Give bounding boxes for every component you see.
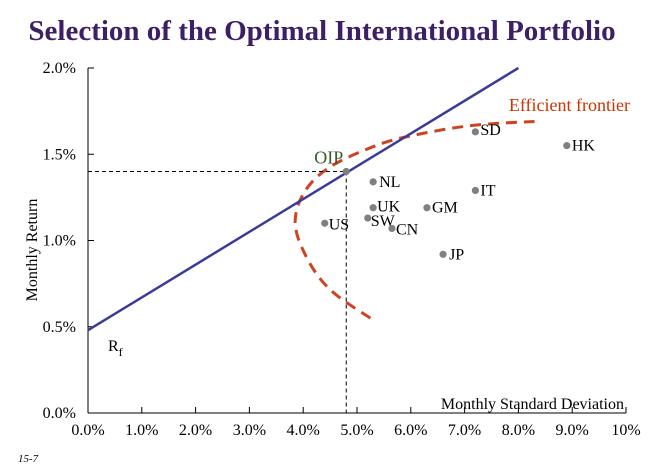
point-label-sd: SD [480,122,500,139]
point-cn [388,224,396,233]
y-tick-label: 0.0% [43,405,76,422]
point-label-jp: JP [449,246,464,263]
x-tick-label: 7.0% [448,422,481,439]
axes: 0.0% 1.0% 2.0% 3.0% 4.0% 5.0% 6.0% 7.0% 8.0% 9.0%… [43,60,641,439]
point-nl [369,178,377,186]
x-tick-label: 4.0% [287,422,320,439]
point-label-us: US [329,216,349,233]
point-it [471,186,479,195]
point-label-uk: UK [377,199,401,216]
point-hk [563,142,571,150]
point-sw [364,214,372,222]
x-tick-label: 1.0% [125,422,158,439]
point-oip [342,167,350,176]
x-tick-label: 8.0% [502,422,535,439]
y-tick-label: 2.0% [43,60,76,77]
point-label-nl: NL [379,174,400,191]
capital-market-line [87,66,520,332]
point-label-cn: CN [396,221,419,238]
cml-line [87,66,520,332]
y-tick-label: 0.5% [43,319,76,336]
oip-label: OIP [314,148,343,168]
point-label-sw: SW [371,213,396,230]
point-us [321,219,329,227]
point-gm [423,204,431,212]
rf-subscript: f [119,345,123,359]
rf-label: Rf [108,338,123,359]
point-label-gm: GM [432,200,458,217]
x-tick-label: 0.0% [71,422,104,439]
frontier-curve [293,119,535,320]
point-uk [369,204,377,212]
point-jp [439,250,447,258]
x-tick-label: 2.0% [179,422,212,439]
oip-guides [88,171,347,413]
y-axis-label: Monthly Return [24,199,41,302]
x-tick-label: 9.0% [556,422,589,439]
x-tick-label: 6.0% [394,422,427,439]
point-label-it: IT [480,182,495,199]
x-axis-label: Monthly Standard Deviation [441,396,624,413]
footer-label: 15-7 [18,453,39,465]
point-sd [471,128,479,136]
efficient-frontier [293,119,535,320]
y-tick-label: 1.0% [43,233,76,250]
x-tick-label: 10% [611,422,640,439]
x-tick-label: 3.0% [233,422,266,439]
frontier-label: Efficient frontier [509,95,630,115]
chart-title: Selection of the Optimal International P… [28,15,615,47]
x-tick-label: 5.0% [340,422,373,439]
y-tick-label: 1.5% [43,146,76,163]
point-label-hk: HK [572,138,596,155]
